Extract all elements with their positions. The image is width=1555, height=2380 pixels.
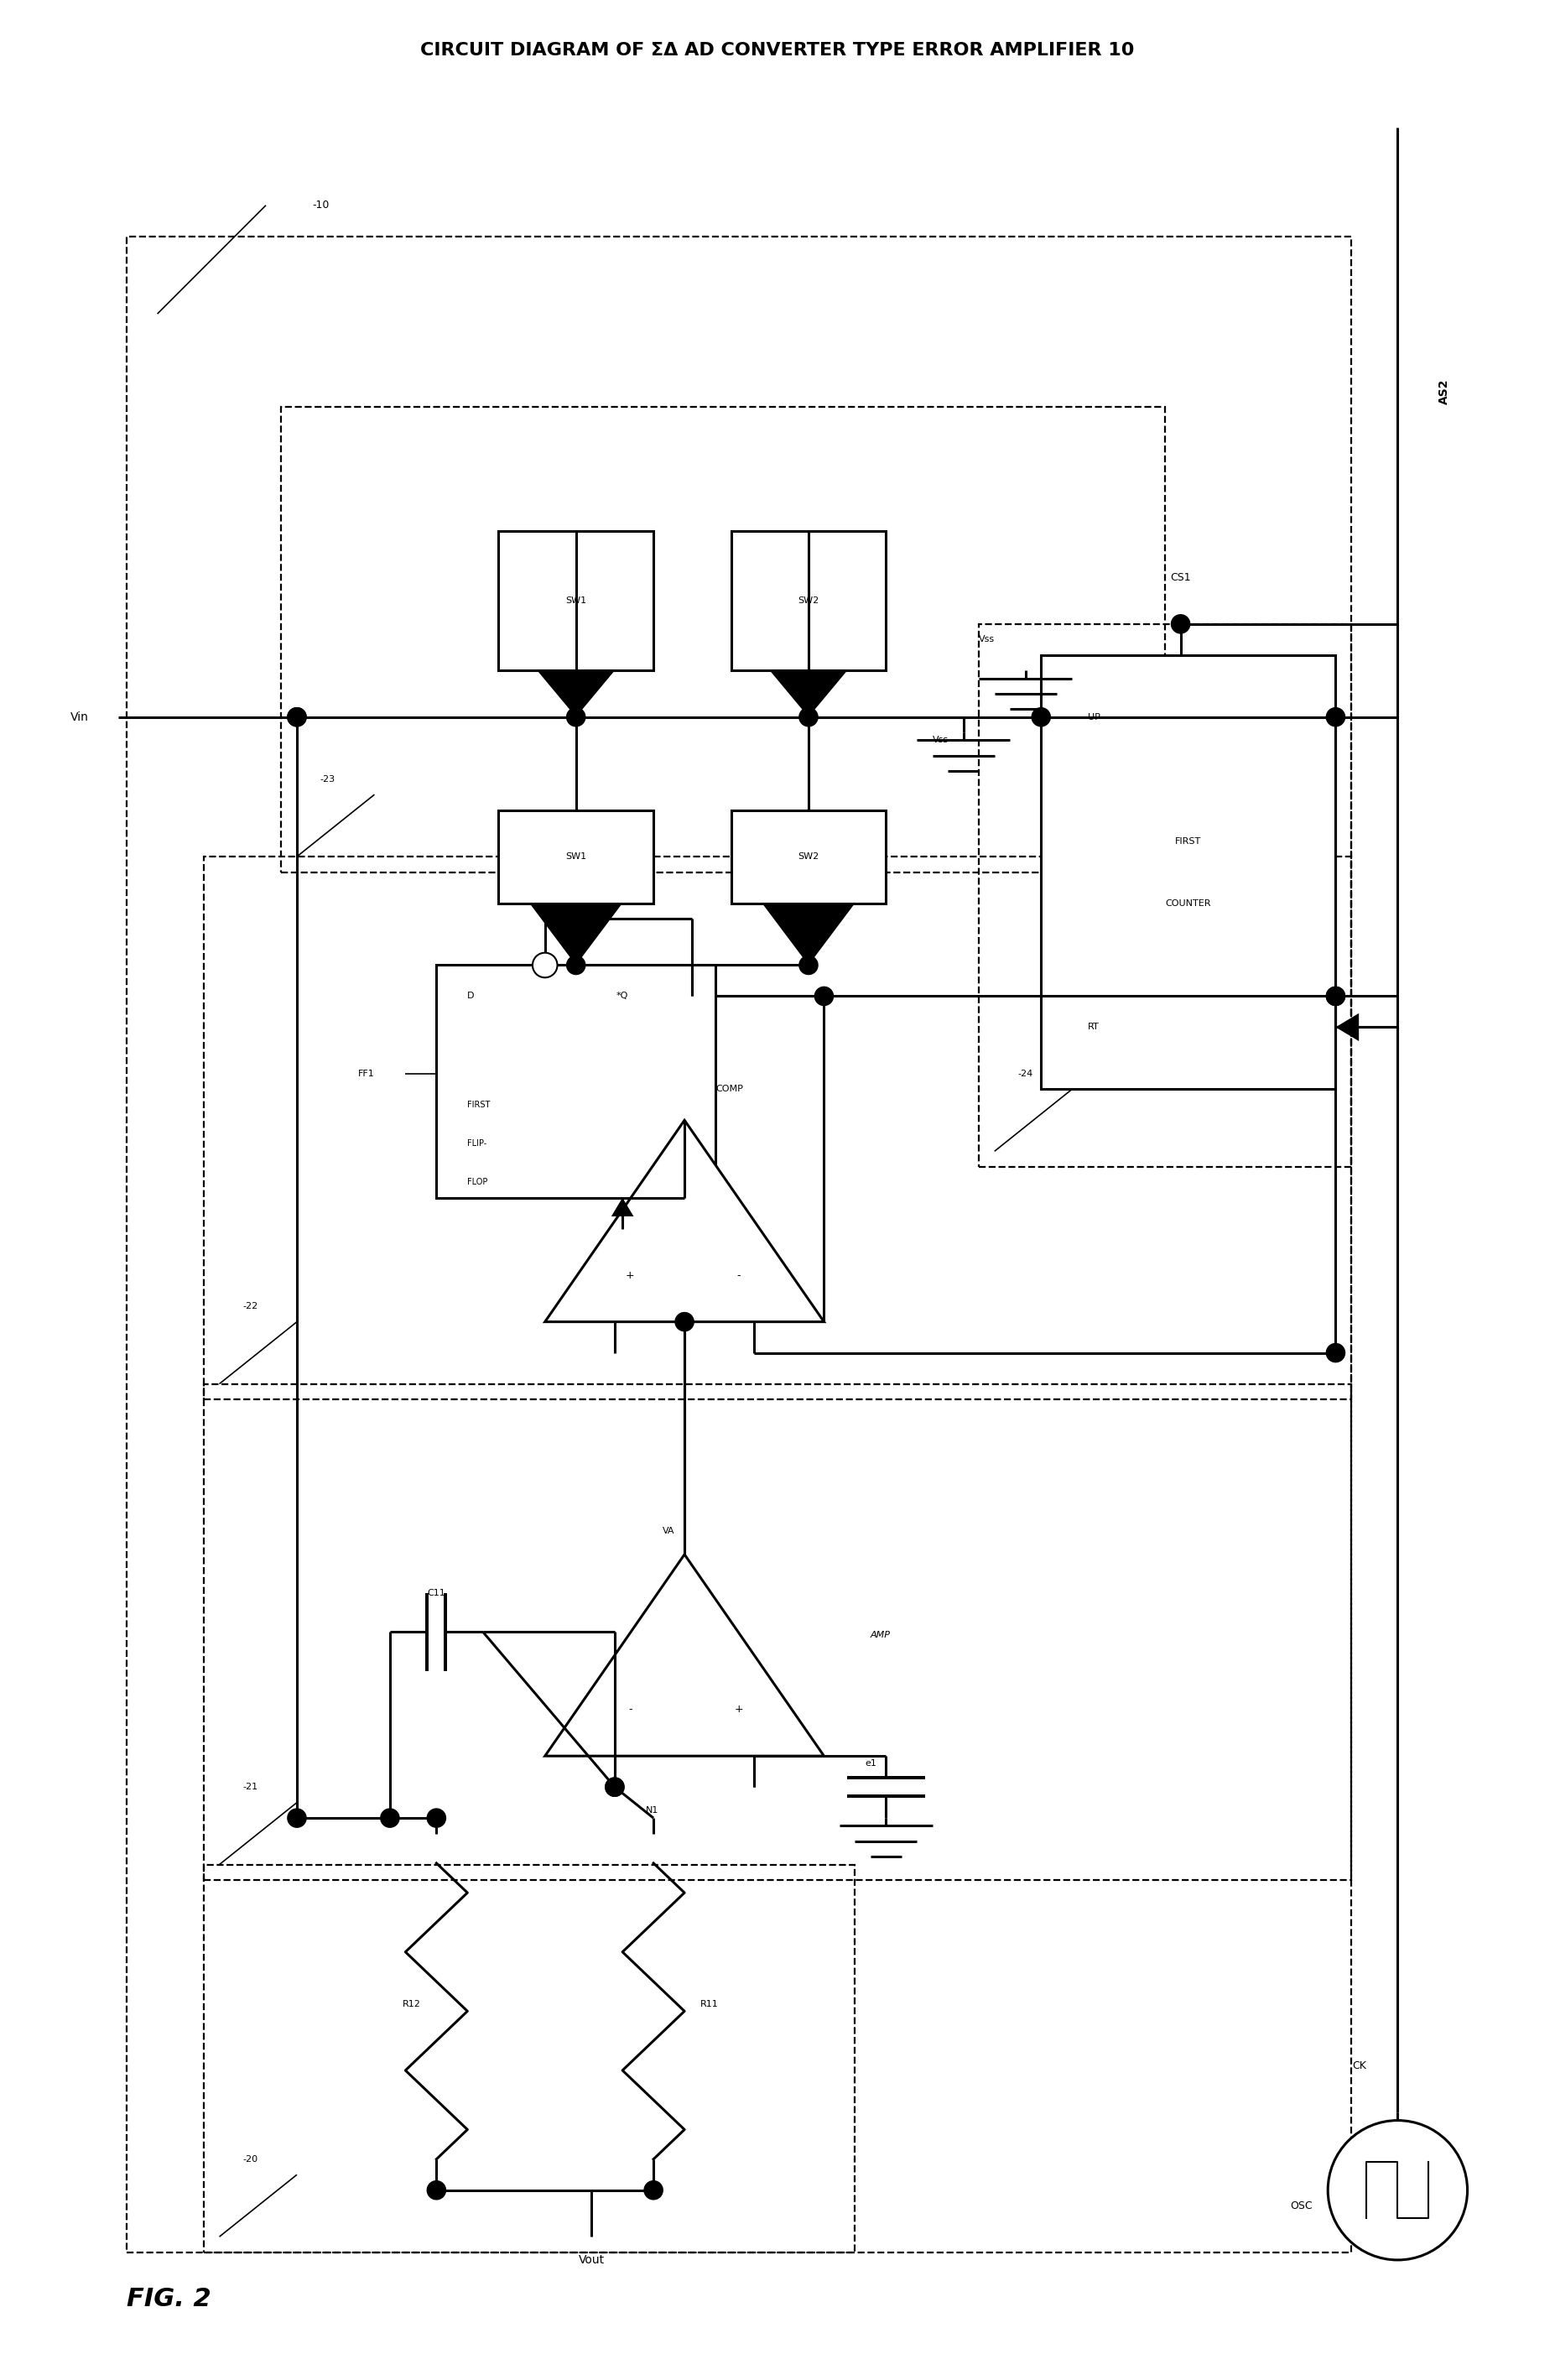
Text: UP: UP: [1087, 714, 1099, 721]
Text: -22: -22: [243, 1302, 258, 1311]
Text: C11: C11: [428, 1590, 446, 1597]
Circle shape: [675, 1311, 694, 1330]
Polygon shape: [1336, 1014, 1359, 1040]
Text: Vin: Vin: [70, 712, 89, 724]
Circle shape: [381, 1809, 400, 1828]
Text: N1: N1: [645, 1806, 659, 1814]
Circle shape: [605, 1778, 624, 1797]
Bar: [499, 809, 653, 902]
Text: -: -: [628, 1704, 631, 1716]
Text: FIRST: FIRST: [468, 1100, 490, 1109]
Text: -10: -10: [313, 200, 330, 212]
Text: FLIP-: FLIP-: [468, 1140, 487, 1147]
Circle shape: [532, 952, 557, 978]
Polygon shape: [544, 1554, 824, 1756]
Bar: [731, 531, 886, 671]
Text: e1: e1: [865, 1759, 877, 1768]
Bar: [126, 236, 1351, 2251]
Text: -23: -23: [320, 776, 336, 783]
Bar: [731, 809, 886, 902]
Bar: [204, 1383, 1351, 1880]
Text: Vss: Vss: [980, 635, 995, 643]
Text: SW2: SW2: [798, 852, 819, 862]
Text: AS2: AS2: [1438, 378, 1449, 405]
Text: FIRST: FIRST: [1176, 838, 1202, 845]
Circle shape: [799, 957, 818, 973]
Circle shape: [428, 1809, 446, 1828]
Circle shape: [644, 2180, 662, 2199]
Circle shape: [799, 707, 818, 726]
Circle shape: [1328, 2121, 1468, 2261]
Polygon shape: [536, 671, 614, 716]
Circle shape: [605, 1778, 624, 1797]
Circle shape: [1033, 707, 1050, 726]
Text: FLOP: FLOP: [468, 1178, 488, 1188]
Text: SW1: SW1: [566, 852, 586, 862]
Text: CK: CK: [1353, 2061, 1367, 2071]
Bar: [980, 624, 1351, 1166]
Text: SW2: SW2: [798, 597, 819, 605]
Circle shape: [288, 707, 306, 726]
Polygon shape: [544, 1121, 824, 1321]
Text: Vout: Vout: [578, 2254, 605, 2266]
Polygon shape: [770, 671, 847, 716]
Circle shape: [288, 1809, 306, 1828]
Bar: [437, 966, 715, 1197]
Circle shape: [1326, 1345, 1345, 1361]
Text: AMP: AMP: [871, 1630, 891, 1640]
Circle shape: [566, 707, 585, 726]
Text: RT: RT: [1087, 1023, 1099, 1031]
Text: -: -: [737, 1271, 740, 1280]
Bar: [204, 1864, 855, 2251]
Circle shape: [815, 988, 833, 1004]
Circle shape: [1326, 707, 1345, 726]
Bar: [499, 531, 653, 671]
Text: *Q: *Q: [616, 992, 628, 1000]
Text: -24: -24: [1019, 1069, 1033, 1078]
Text: +: +: [625, 1271, 634, 1280]
Bar: [281, 407, 1165, 871]
Text: -21: -21: [243, 1783, 258, 1792]
Text: COMP: COMP: [715, 1085, 743, 1092]
Text: -20: -20: [243, 2154, 258, 2163]
Polygon shape: [529, 902, 622, 966]
Text: Vss: Vss: [933, 735, 949, 745]
Bar: [204, 857, 1351, 1399]
Circle shape: [288, 707, 306, 726]
Circle shape: [1326, 988, 1345, 1004]
Text: CIRCUIT DIAGRAM OF ΣΔ AD CONVERTER TYPE ERROR AMPLIFIER 10: CIRCUIT DIAGRAM OF ΣΔ AD CONVERTER TYPE …: [420, 43, 1135, 60]
Polygon shape: [762, 902, 855, 966]
Bar: [1040, 654, 1336, 1090]
Text: VA: VA: [662, 1528, 675, 1535]
Text: SW1: SW1: [566, 597, 586, 605]
Text: +: +: [734, 1704, 743, 1716]
Text: FF1: FF1: [358, 1069, 375, 1078]
Circle shape: [566, 957, 585, 973]
Polygon shape: [544, 1121, 824, 1321]
Circle shape: [1171, 614, 1190, 633]
Text: OSC: OSC: [1291, 2199, 1312, 2211]
Text: R11: R11: [700, 1999, 718, 2009]
Circle shape: [428, 2180, 446, 2199]
Text: FIG. 2: FIG. 2: [126, 2287, 211, 2311]
Polygon shape: [544, 1554, 824, 1756]
Text: CS1: CS1: [1171, 571, 1191, 583]
Text: R12: R12: [403, 1999, 421, 2009]
Circle shape: [1326, 988, 1345, 1004]
Text: COUNTER: COUNTER: [1166, 900, 1211, 907]
Polygon shape: [611, 1197, 633, 1216]
Text: D: D: [468, 992, 474, 1000]
